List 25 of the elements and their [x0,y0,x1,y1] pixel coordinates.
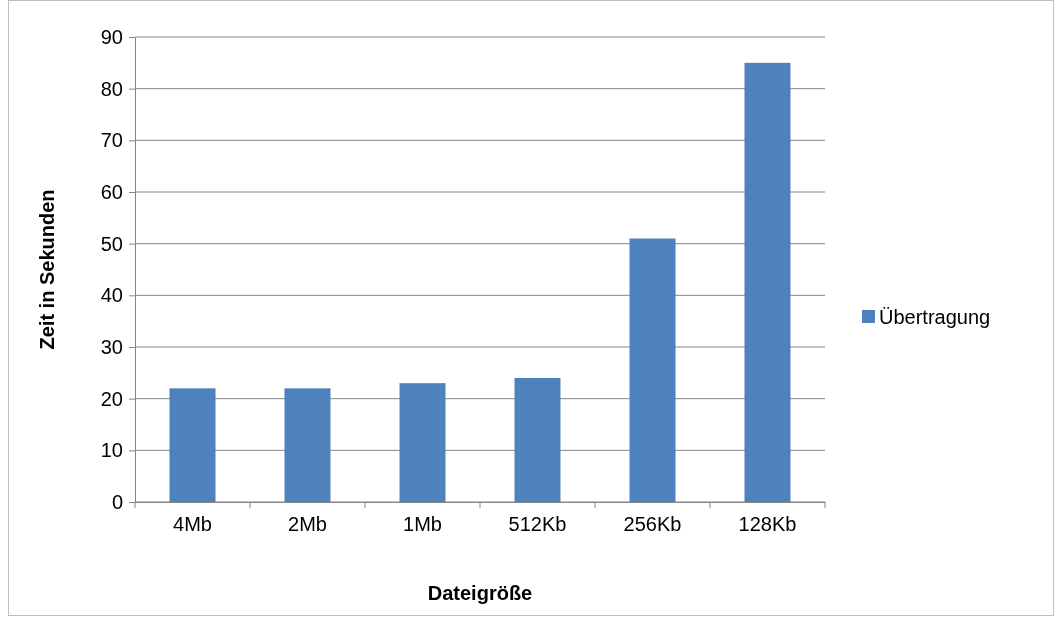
x-tick-label: 2Mb [288,513,327,535]
x-axis-title: Dateigröße [427,582,533,604]
bar [514,378,561,502]
bar [169,388,216,502]
y-tick-label: 50 [100,232,123,255]
x-tick-label: 512Kb [508,513,567,535]
y-tick-label: 70 [100,129,123,152]
y-axis-title: Zeit in Sekunden [36,189,58,350]
bar [629,238,676,502]
legend-label: Übertragung [879,306,991,328]
y-tick-label: 80 [100,77,123,100]
bar [399,383,446,502]
y-tick-label: 0 [111,490,123,513]
x-tick-label: 256Kb [623,513,682,535]
bar [744,62,791,502]
y-tick-label: 20 [100,387,123,410]
y-tick-label: 10 [100,439,123,462]
x-tick-label: 4Mb [173,513,212,535]
bar [284,388,331,502]
x-tick-label: 128Kb [738,513,797,535]
x-tick-label: 1Mb [403,513,442,535]
y-tick-label: 90 [100,25,123,48]
y-tick-label: 40 [100,284,123,307]
y-tick-label: 60 [100,180,123,203]
y-tick-label: 30 [100,335,123,358]
